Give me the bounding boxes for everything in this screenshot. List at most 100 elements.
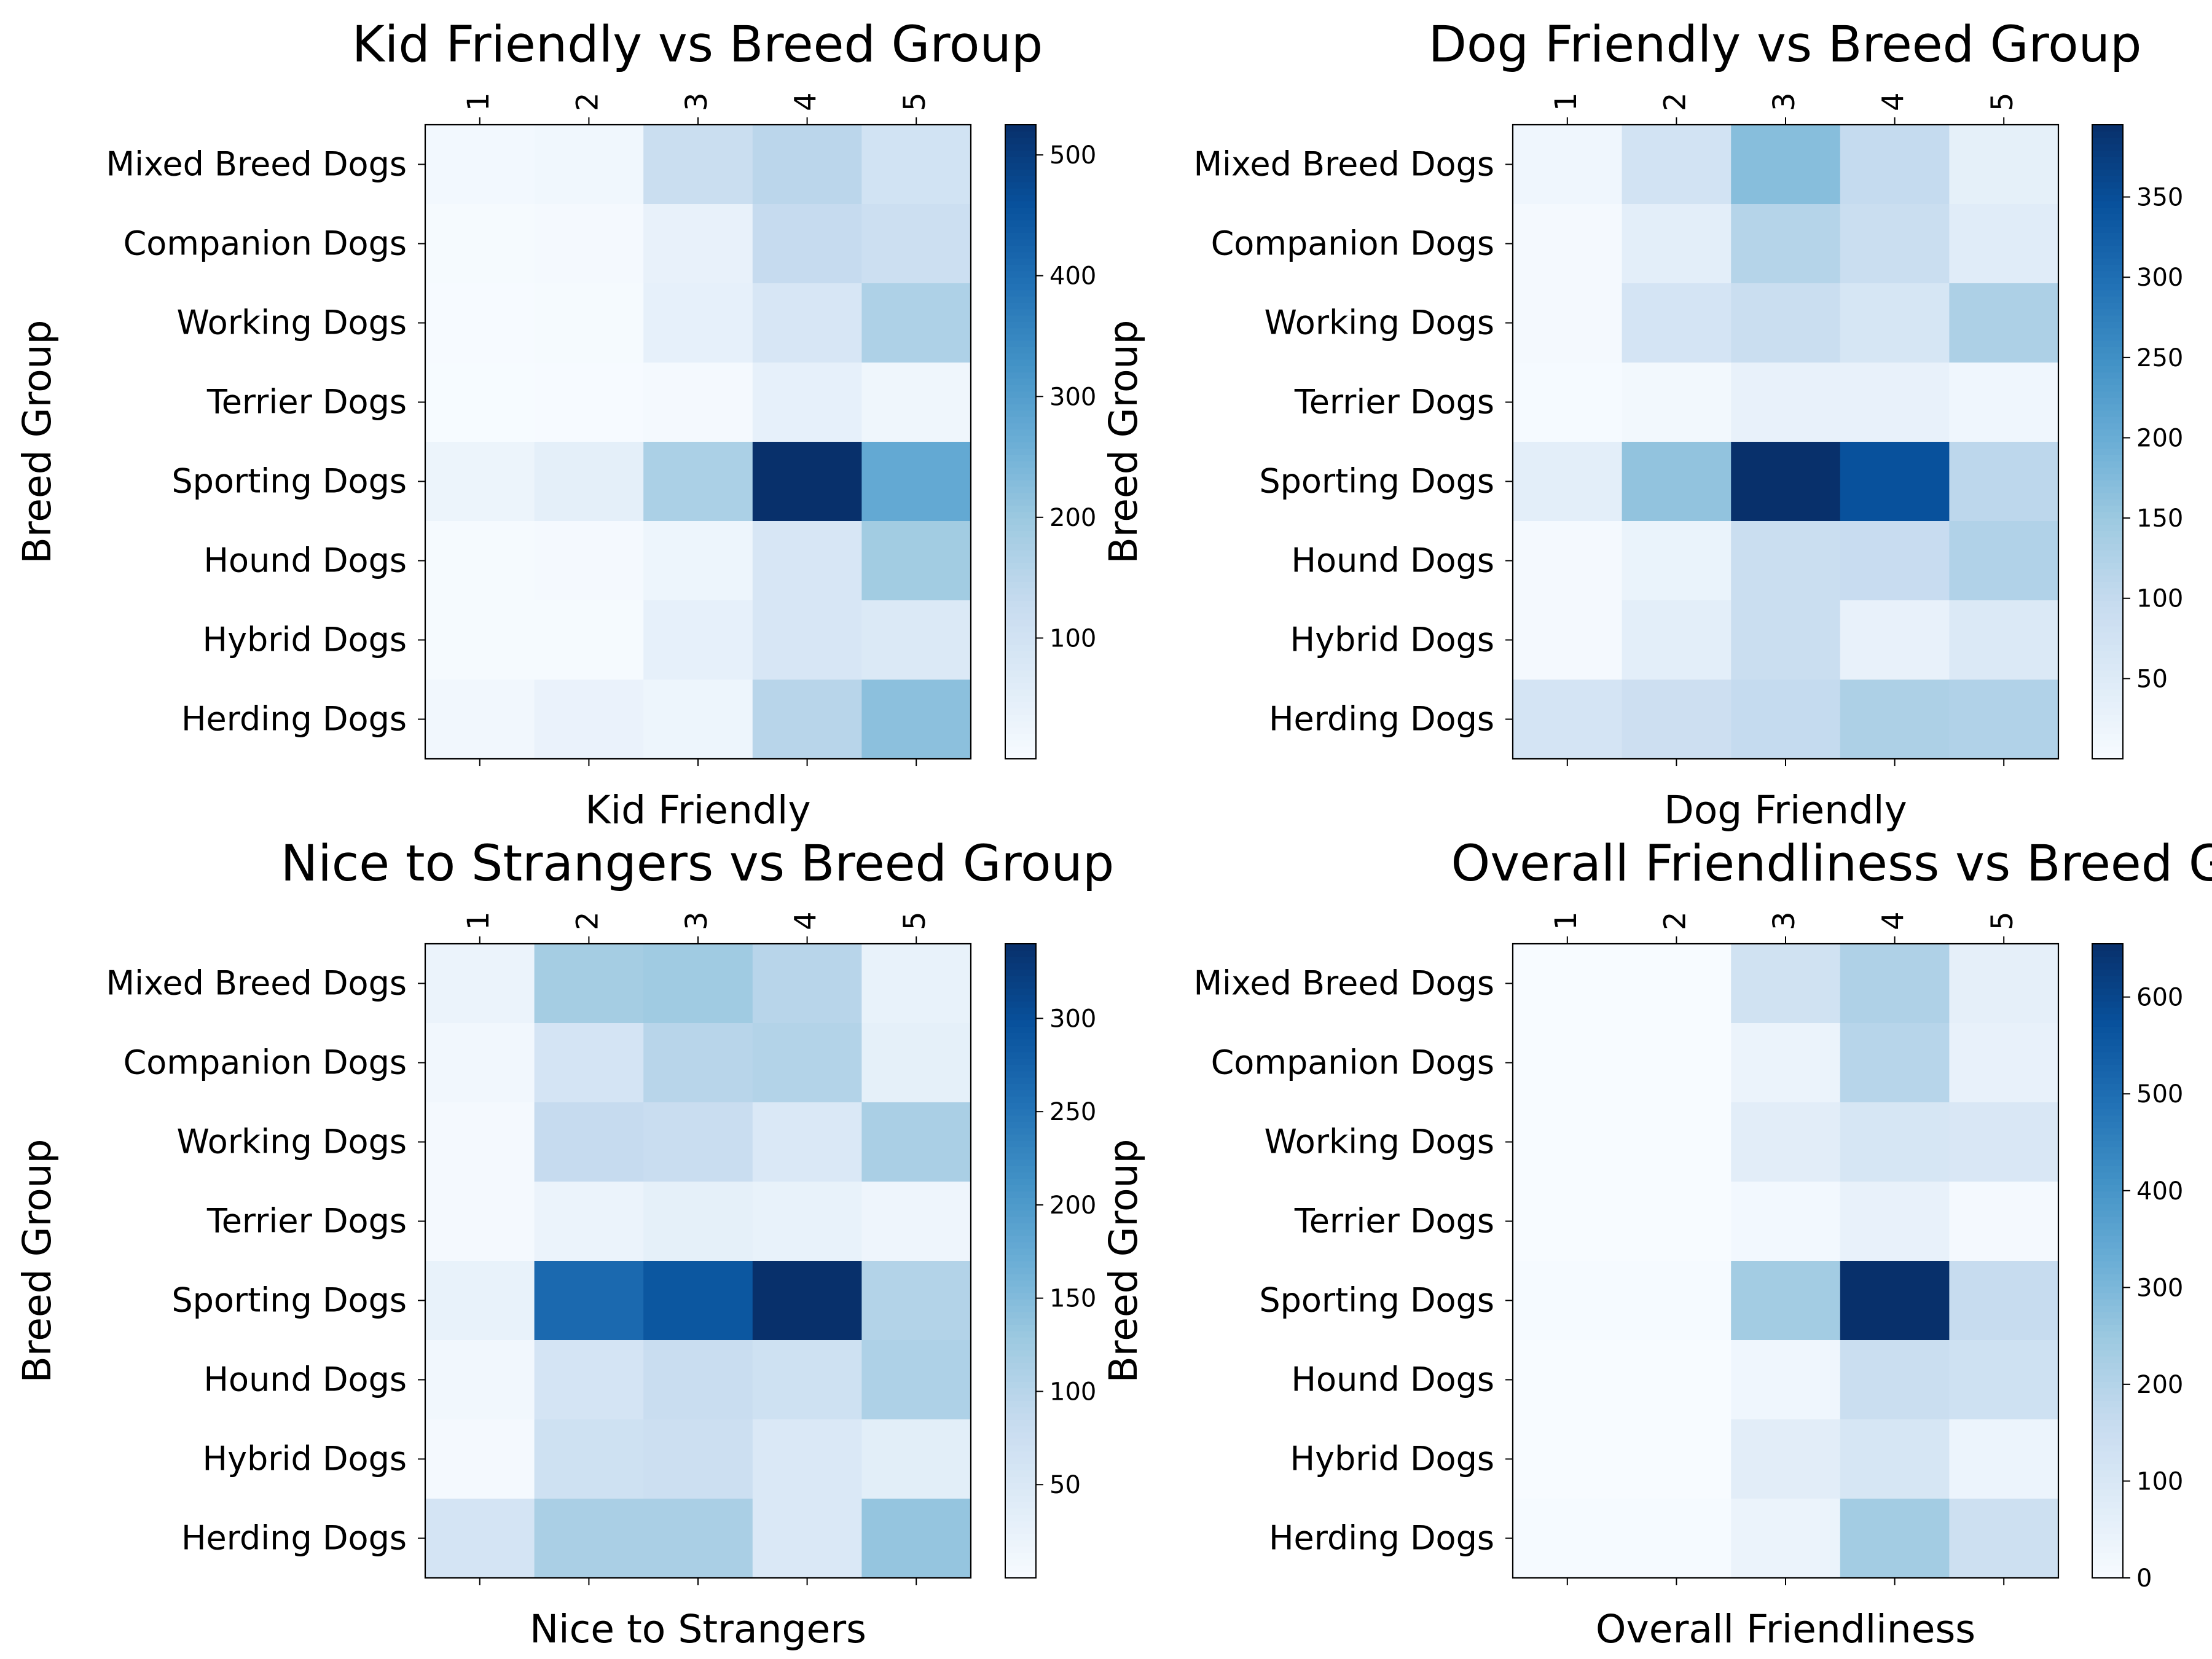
colorbar-tick-label: 100 (1049, 1378, 1096, 1406)
colorbar-segment (2092, 988, 2123, 995)
heatmap-cell (1949, 283, 2059, 363)
colorbar-segment (2092, 479, 2123, 487)
colorbar-segment (1005, 721, 1036, 728)
colorbar-segment (2092, 695, 2123, 702)
colorbar-segment (1005, 181, 1036, 189)
colorbar-segment (2092, 347, 2123, 354)
colorbar-segment (2092, 505, 2123, 512)
x-tick-label: 3 (1767, 911, 1802, 930)
heatmap-cell (1622, 204, 1732, 284)
colorbar-segment (1005, 353, 1036, 360)
colorbar-segment (2092, 1121, 2123, 1129)
colorbar-segment (1005, 131, 1036, 138)
heatmap-cell (534, 1340, 644, 1420)
colorbar-segment (1005, 505, 1036, 512)
heatmap-cell (752, 204, 862, 284)
heatmap-cell (1513, 1102, 1623, 1182)
colorbar-segment (1005, 219, 1036, 227)
colorbar-tick-label: 350 (2136, 184, 2183, 212)
colorbar-segment (1005, 359, 1036, 366)
colorbar-segment (1005, 1521, 1036, 1528)
colorbar-segment (1005, 1019, 1036, 1027)
colorbar-segment (1005, 702, 1036, 709)
heatmap-cell (861, 600, 971, 680)
heatmap-cell (1731, 125, 1841, 205)
colorbar-segment (2092, 555, 2123, 563)
colorbar-segment (1005, 944, 1036, 951)
colorbar-segment (2092, 321, 2123, 329)
colorbar-segment (2092, 296, 2123, 303)
y-tick-label: Terrier Dogs (1294, 383, 1494, 422)
colorbar-segment (2092, 1514, 2123, 1521)
colorbar-segment (1005, 752, 1036, 759)
colorbar-segment (1005, 1038, 1036, 1046)
heatmap-cell (643, 1182, 753, 1261)
heatmap-cell (861, 204, 971, 284)
y-tick-label: Companion Dogs (1211, 224, 1494, 263)
colorbar-segment (1005, 162, 1036, 170)
x-tick-label: 5 (1985, 92, 2020, 111)
heatmap-cell (861, 442, 971, 522)
colorbar-segment (2092, 232, 2123, 240)
colorbar-segment (1005, 1540, 1036, 1547)
colorbar-segment (1005, 1508, 1036, 1515)
heatmap-cell (1513, 1023, 1623, 1103)
colorbar-segment (1005, 1571, 1036, 1579)
colorbar-segment (2092, 1191, 2123, 1198)
colorbar-segment (2092, 1185, 2123, 1192)
colorbar-segment (1005, 962, 1036, 970)
colorbar-segment (2092, 473, 2123, 480)
heatmap-cell (1622, 680, 1732, 759)
colorbar-segment (1005, 143, 1036, 151)
colorbar-tick-label: 100 (2136, 585, 2183, 613)
colorbar-segment (2092, 1128, 2123, 1135)
x-tick-label: 4 (1877, 911, 1911, 930)
heatmap-cell (534, 521, 644, 601)
colorbar-segment (2092, 740, 2123, 747)
colorbar-segment (1005, 194, 1036, 202)
heatmap-cell (1731, 1182, 1841, 1261)
x-tick-label: 5 (898, 92, 932, 111)
heatmap-cell (1513, 1340, 1623, 1420)
colorbar-segment (1005, 543, 1036, 551)
colorbar-segment (1005, 1419, 1036, 1427)
heatmap-cell (861, 1499, 971, 1579)
heatmap-cell (643, 1340, 753, 1420)
heatmap-cell (1949, 680, 2059, 759)
heatmap-cell (1731, 283, 1841, 363)
heatmap-cell (534, 1499, 644, 1579)
colorbar-segment (2092, 619, 2123, 627)
heatmap-cell (752, 442, 862, 522)
heatmap-cell (534, 363, 644, 442)
colorbar-segment (2092, 1336, 2123, 1344)
colorbar-segment (2092, 143, 2123, 151)
colorbar-segment (1005, 492, 1036, 500)
colorbar-segment (1005, 188, 1036, 195)
colorbar-segment (2092, 727, 2123, 734)
y-tick-label: Hybrid Dogs (1290, 1440, 1494, 1478)
colorbar-segment (2092, 1419, 2123, 1427)
colorbar-segment (1005, 1045, 1036, 1053)
x-axis-label: Overall Friendliness (1596, 1607, 1975, 1652)
colorbar-segment (1005, 1559, 1036, 1566)
colorbar-segment (2092, 1445, 2123, 1452)
colorbar-tick-label: 500 (2136, 1080, 2183, 1108)
y-tick-label: Working Dogs (1265, 304, 1494, 342)
colorbar-segment (1005, 632, 1036, 639)
colorbar-segment (1005, 1311, 1036, 1319)
heatmap-cell (1949, 944, 2059, 1024)
heatmap-cell (1731, 944, 1841, 1024)
y-tick-label: Companion Dogs (124, 1043, 407, 1082)
colorbar-segment (2092, 125, 2123, 132)
colorbar-segment (1005, 1000, 1036, 1008)
colorbar-segment (2092, 1051, 2123, 1059)
colorbar-segment (2092, 1457, 2123, 1465)
colorbar-tick-label: 400 (2136, 1177, 2183, 1206)
colorbar-segment (2092, 1083, 2123, 1091)
colorbar-segment (1005, 479, 1036, 487)
colorbar-segment (1005, 1483, 1036, 1490)
colorbar-segment (2092, 429, 2123, 436)
colorbar-segment (2092, 721, 2123, 728)
heatmap-cell (861, 521, 971, 601)
heatmap-cell (643, 125, 753, 205)
